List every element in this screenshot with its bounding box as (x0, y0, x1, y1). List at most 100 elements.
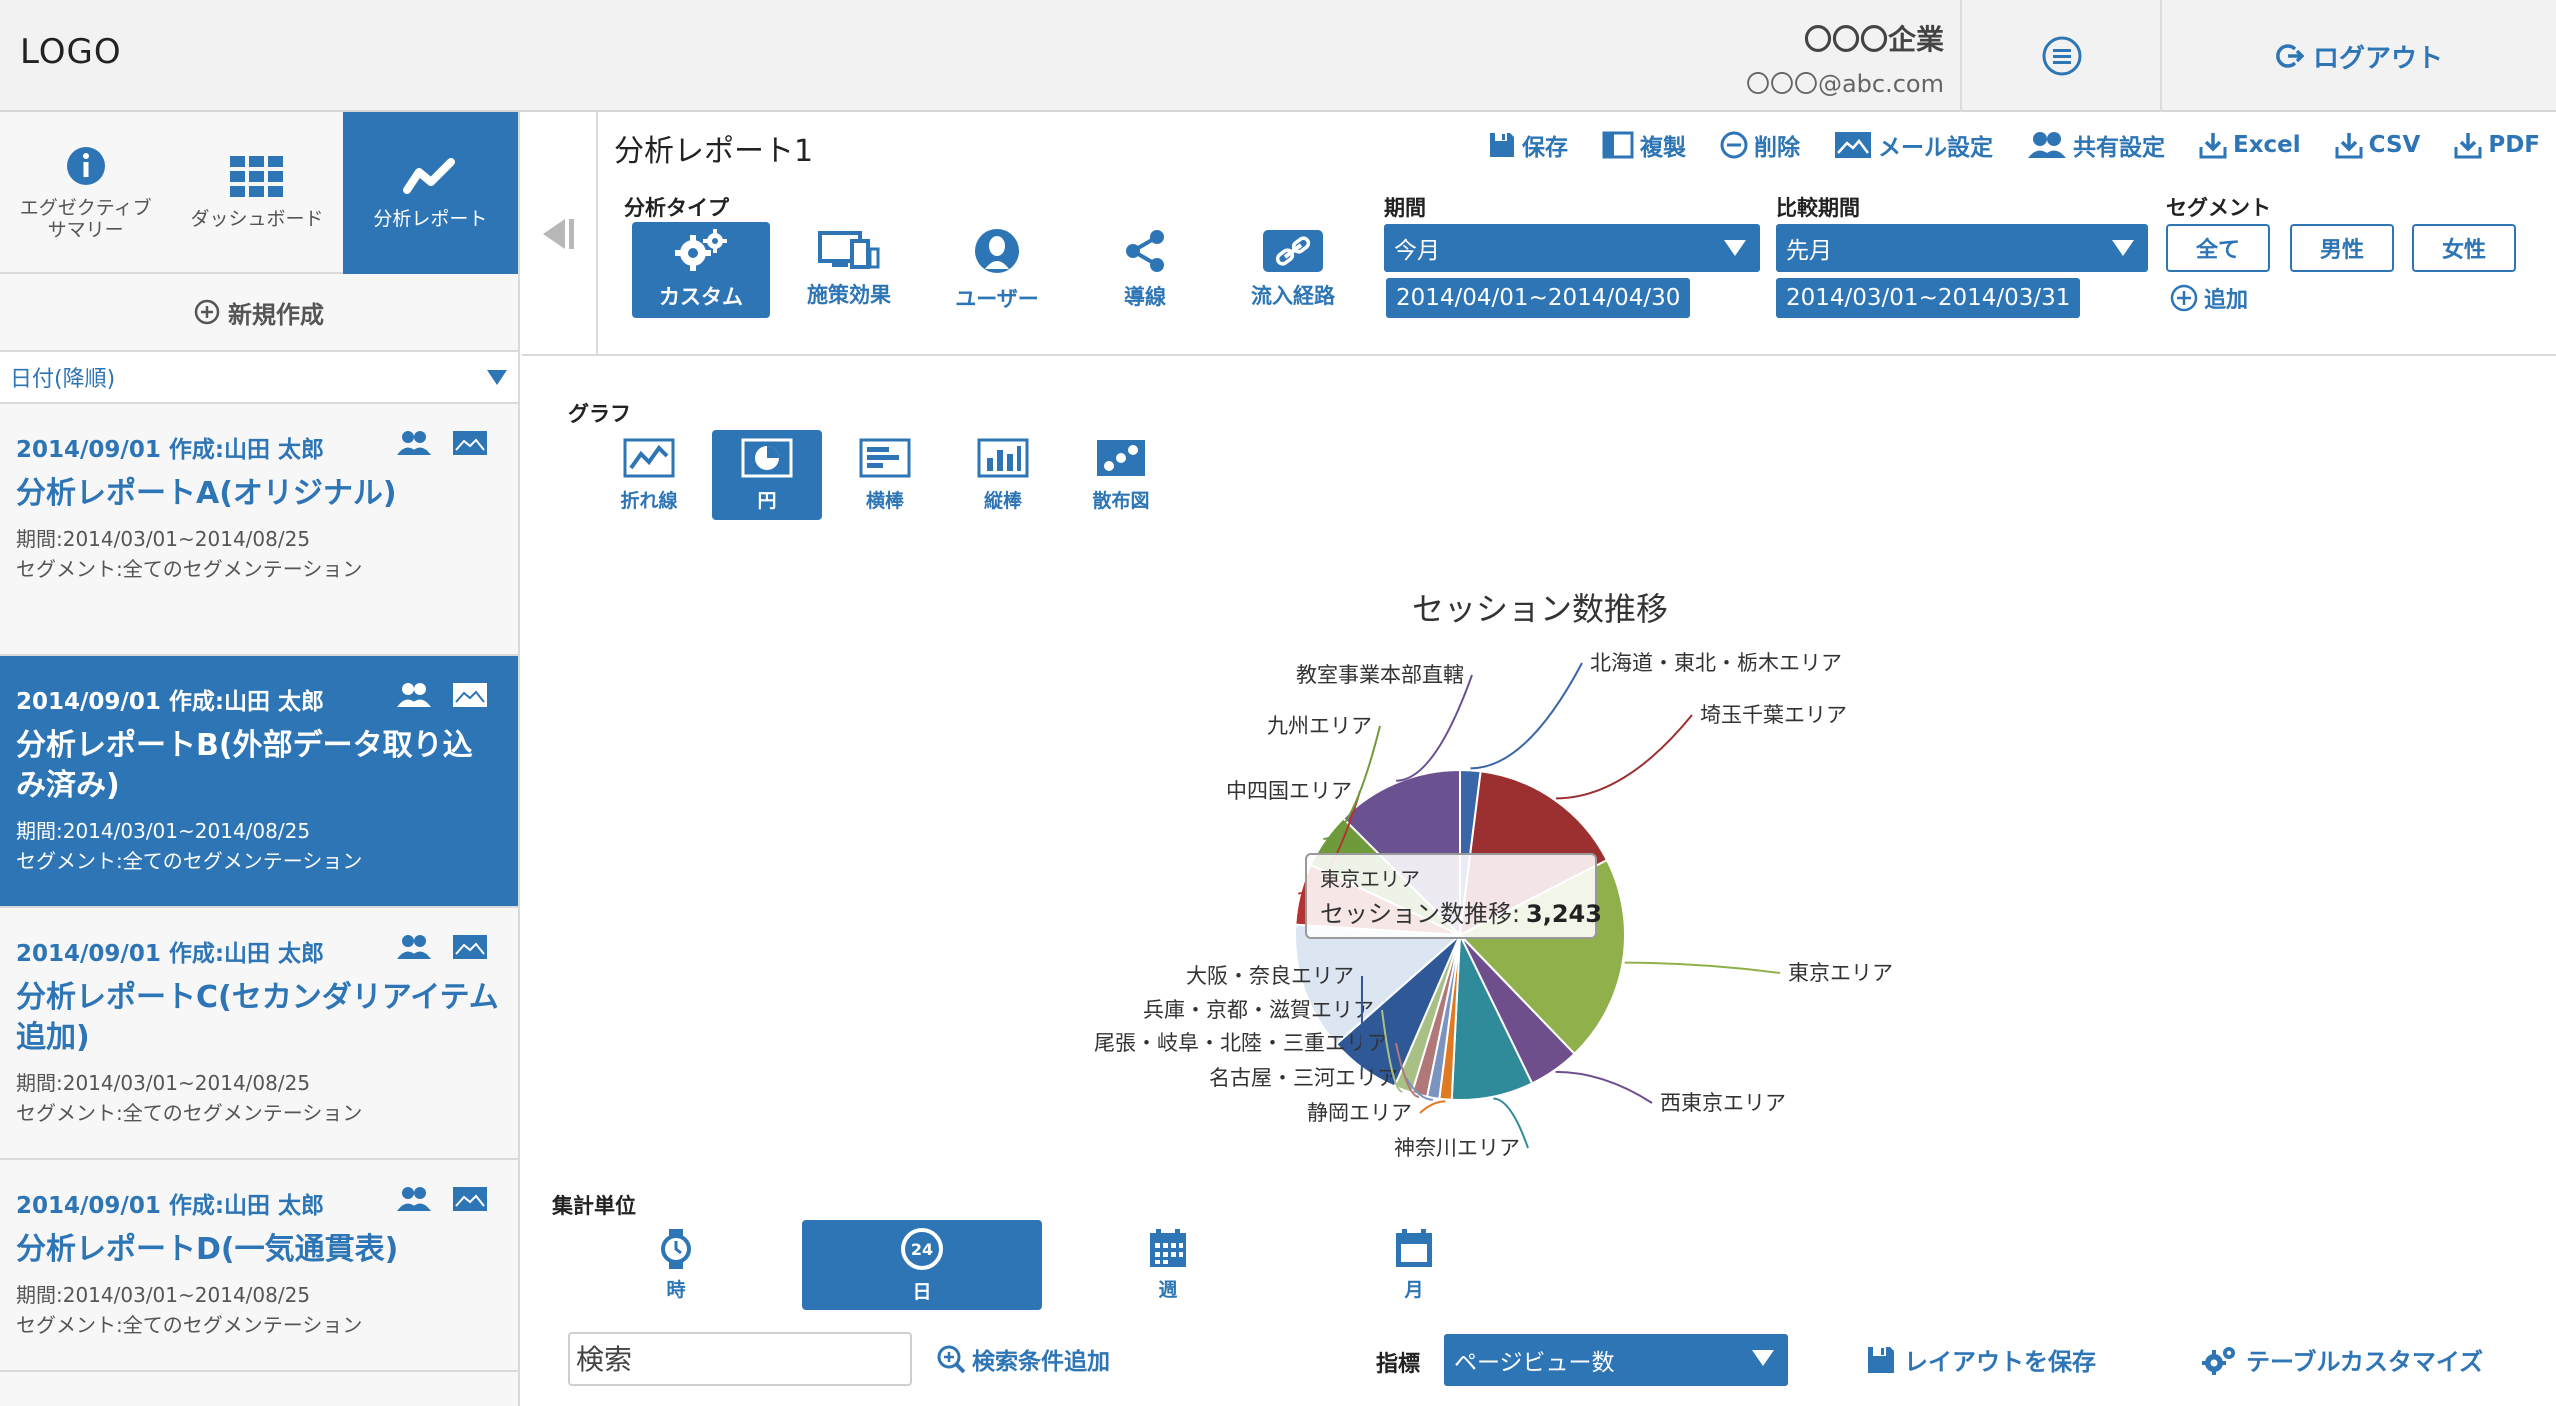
segment-all-button[interactable]: 全て (2166, 224, 2270, 272)
report-list-item[interactable]: 2014/09/01 作成:山田 太郎 分析レポートA(オリジナル) 期間:20… (0, 404, 518, 656)
collapse-sidebar-button[interactable] (522, 112, 598, 356)
pie-slice-label: 埼玉千葉エリア (1700, 703, 1847, 727)
logout-label: ログアウト (2312, 43, 2443, 74)
pie-label-connector (1396, 674, 1473, 782)
pie-label-connector (1624, 961, 1781, 974)
delete-button[interactable]: 削除 (1720, 128, 1800, 162)
pie-label-connector (1381, 1009, 1403, 1093)
search-input[interactable] (568, 1332, 912, 1386)
table-customize-label: テーブルカスタマイズ (2246, 1348, 2484, 1376)
mail-icon[interactable] (452, 430, 488, 456)
aggregation-month[interactable]: 月 (1294, 1220, 1534, 1310)
sort-label: 日付(降順) (10, 367, 116, 392)
link-icon (1263, 230, 1323, 272)
collapse-left-icon (543, 219, 574, 249)
table-customize-button[interactable]: テーブルカスタマイズ (2202, 1342, 2483, 1377)
add-search-condition-button[interactable]: 検索条件追加 (936, 1342, 1110, 1376)
share-users-icon[interactable] (396, 934, 432, 960)
aggregation-day[interactable]: 24 日 (802, 1220, 1042, 1310)
chevron-down-icon (1724, 240, 1746, 256)
divider (522, 354, 2556, 356)
analysis-type-custom[interactable]: カスタム (632, 222, 770, 318)
save-icon (1868, 1346, 1894, 1373)
download-icon (2335, 133, 2363, 159)
period-select-value: 今月 (1394, 238, 1440, 264)
report-icons (396, 934, 488, 960)
share-users-icon[interactable] (396, 1186, 432, 1212)
aggregation-week[interactable]: 週 (1048, 1220, 1288, 1310)
export-pdf-button[interactable]: PDF (2454, 128, 2540, 162)
gears-icon (2202, 1346, 2235, 1375)
sidebar: エグゼクティブ サマリー ダッシュボード 分析レポート 新規作成 日付(降順) (0, 112, 520, 1406)
copy-button[interactable]: 複製 (1602, 128, 1686, 162)
analysis-type-referral[interactable]: 流入経路 (1224, 222, 1362, 318)
gears-icon (675, 229, 727, 271)
compare-period-select[interactable]: 先月 (1776, 224, 2148, 272)
logout-button[interactable]: ログアウト (2162, 0, 2556, 112)
pie-slice-label: 尾張・岐阜・北陸・三重エリア (1094, 1031, 1388, 1055)
pie-chart-icon (741, 438, 793, 477)
report-list-item[interactable]: 2014/09/01 作成:山田 太郎 分析レポートC(セカンダリアイテム追加)… (0, 908, 518, 1160)
account-info: 〇〇〇企業 〇〇〇@abc.com (1746, 18, 1944, 99)
save-layout-button[interactable]: レイアウトを保存 (1866, 1342, 2096, 1377)
sort-dropdown[interactable]: 日付(降順) (0, 352, 518, 404)
share-users-icon[interactable] (396, 682, 432, 708)
aggregation-label: 集計単位 (552, 1194, 636, 1218)
graph-type-label: 縦棒 (983, 489, 1022, 512)
segment-female-button[interactable]: 女性 (2412, 224, 2516, 272)
sidebar-tab-dashboard[interactable]: ダッシュボード (171, 112, 342, 274)
period-select[interactable]: 今月 (1384, 224, 1760, 272)
analysis-type-user[interactable]: ユーザー (928, 222, 1066, 318)
pie-label-connector (1470, 662, 1583, 770)
mail-icon[interactable] (452, 682, 488, 708)
logo: LOGO (20, 32, 122, 72)
share-settings-button[interactable]: 共有設定 (2027, 128, 2165, 162)
tooltip-value: 3,243 (1526, 900, 1602, 928)
analysis-type-label: 分析タイプ (624, 196, 729, 220)
pie-slice-label: 九州エリア (1267, 714, 1372, 738)
report-meta: 2014/09/01 作成:山田 太郎 (16, 689, 325, 715)
copy-icon (1602, 131, 1634, 159)
aggregation-unit-label: 時 (666, 1278, 686, 1301)
segment-male-button[interactable]: 男性 (2290, 224, 2394, 272)
mail-icon (1835, 132, 1871, 158)
app-header: LOGO 〇〇〇企業 〇〇〇@abc.com ログアウト (0, 0, 2556, 112)
mail-icon[interactable] (452, 934, 488, 960)
export-csv-button[interactable]: CSV (2335, 128, 2420, 162)
aggregation-hour[interactable]: 時 (556, 1220, 796, 1310)
graph-type-label: 円 (757, 489, 777, 512)
logout-icon (2276, 44, 2305, 68)
chart-tooltip: 東京エリア セッション数推移: 3,243 (1305, 853, 1602, 939)
metric-select[interactable]: ページビュー数 (1444, 1334, 1788, 1386)
share-users-icon[interactable] (396, 430, 432, 456)
graph-type-scatter[interactable]: 散布図 (1066, 430, 1176, 520)
pie-slice-label: 名古屋・三河エリア (1209, 1066, 1398, 1090)
sidebar-tab-analysis-report[interactable]: 分析レポート (342, 112, 519, 274)
analysis-type-campaign[interactable]: 施策効果 (780, 222, 918, 318)
new-report-button[interactable]: 新規作成 (0, 274, 518, 352)
report-title-heading[interactable]: 分析レポート1 (614, 134, 814, 169)
pie-label-connector (1395, 1042, 1420, 1098)
analysis-type-flow[interactable]: 導線 (1076, 222, 1214, 318)
tooltip-metric: セッション数推移: (1320, 900, 1520, 928)
pie-slice-label: 中四国エリア (1226, 779, 1352, 803)
report-title: 分析レポートD(一気通貫表) (16, 1232, 399, 1267)
graph-type-hbar[interactable]: 横棒 (830, 430, 940, 520)
graph-type-pie[interactable]: 円 (712, 430, 822, 520)
save-button[interactable]: 保存 (1488, 128, 1568, 162)
user-icon (975, 229, 1019, 273)
report-list-item[interactable]: 2014/09/01 作成:山田 太郎 分析レポートB(外部データ取り込み済み)… (0, 656, 518, 908)
graph-type-line[interactable]: 折れ線 (594, 430, 704, 520)
plus-circle-icon (194, 299, 220, 325)
sidebar-tab-executive-summary[interactable]: エグゼクティブ サマリー (0, 112, 171, 274)
export-excel-button[interactable]: Excel (2199, 128, 2301, 162)
mail-settings-button[interactable]: メール設定 (1834, 128, 1993, 162)
segment-add-button[interactable]: 追加 (2170, 282, 2248, 314)
mail-icon[interactable] (452, 1186, 488, 1212)
calendar-month-icon (1396, 1228, 1432, 1267)
report-list-item[interactable]: 2014/09/01 作成:山田 太郎 分析レポートD(一気通貫表) 期間:20… (0, 1160, 518, 1372)
header-divider (1960, 0, 1962, 112)
pie-slice[interactable] (1294, 923, 1463, 1046)
menu-button[interactable] (1962, 0, 2162, 112)
graph-type-vbar[interactable]: 縦棒 (948, 430, 1058, 520)
